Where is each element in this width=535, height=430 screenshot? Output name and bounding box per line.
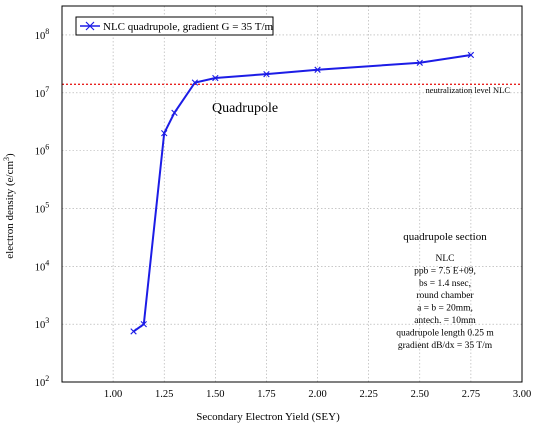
series-line-nlc-quadrupole — [133, 54, 472, 333]
parameter-line: quadrupole length 0.25 m — [396, 328, 494, 338]
y-tick-base: 10 — [35, 378, 46, 389]
quadrupole-label: Quadrupole — [212, 101, 278, 116]
y-tick-label: 103 — [35, 316, 50, 331]
x-tick-labels: 1.00 1.25 1.50 1.75 2.00 2.25 2.50 2.75 3.00 — [104, 389, 531, 400]
series-marker — [314, 66, 321, 73]
legend-swatch-marker — [85, 21, 95, 31]
x-tick-label: 2.00 — [308, 389, 326, 400]
legend-box — [75, 16, 274, 36]
y-tick-exponent: 7 — [45, 85, 49, 94]
series-marker — [161, 130, 168, 137]
series-marker — [212, 74, 219, 82]
x-tick-label: 1.50 — [206, 389, 224, 400]
x-tick-label: 1.25 — [155, 389, 173, 400]
y-tick-exponent: 5 — [45, 200, 49, 209]
x-tick-label: 3.00 — [513, 389, 531, 400]
series-marker — [171, 109, 178, 117]
series-marker — [140, 320, 147, 328]
y-tick-exponent: 8 — [45, 27, 49, 36]
y-tick-base: 10 — [35, 204, 46, 215]
x-tick-label: 1.75 — [257, 389, 275, 400]
y-tick-base: 10 — [35, 31, 46, 42]
x-tick-label: 1.00 — [104, 389, 122, 400]
y-tick-base: 10 — [35, 89, 46, 100]
y-tick-label: 104 — [35, 258, 50, 273]
x-tick-label: 2.50 — [411, 389, 429, 400]
parameter-line: antech. = 10mm — [414, 316, 476, 326]
plot-frame — [61, 5, 523, 383]
parameter-line: round chamber — [416, 291, 474, 301]
x-tick-label: 2.75 — [462, 389, 480, 400]
y-axis-title: electron density (e/cm3) — [2, 153, 16, 259]
parameter-line: gradient dB/dx = 35 T/m — [398, 341, 493, 351]
y-tick-base: 10 — [35, 147, 46, 158]
parameter-line: ppb = 7.5 E+09, — [414, 266, 476, 276]
y-axis-title-exponent: 3 — [2, 157, 11, 161]
y-tick-exponent: 6 — [45, 143, 49, 152]
y-tick-exponent: 4 — [45, 258, 49, 267]
parameter-block: NLC ppb = 7.5 E+09, bs = 1.4 nsec, round ch… — [396, 254, 494, 351]
y-axis-title-close: ) — [4, 153, 16, 157]
marker-layer — [130, 51, 475, 335]
series-marker — [191, 79, 199, 86]
y-tick-exponent: 2 — [45, 374, 49, 383]
y-tick-label: 108 — [35, 27, 50, 42]
series-marker — [263, 70, 270, 78]
y-tick-label: 105 — [35, 200, 50, 215]
x-axis-title: Secondary Electron Yield (SEY) — [196, 411, 340, 423]
series-marker — [467, 51, 475, 59]
series-marker — [130, 328, 137, 335]
y-tick-label: 102 — [35, 374, 50, 389]
section-title: quadrupole section — [403, 231, 487, 243]
legend-series-label: NLC quadrupole, gradient G = 35 T/m — [103, 21, 273, 33]
series-marker — [416, 59, 423, 66]
y-tick-label: 107 — [35, 85, 50, 100]
parameter-line: a = b = 20mm, — [417, 304, 473, 314]
y-axis-title-main: electron density (e/cm — [4, 161, 16, 259]
y-tick-exponent: 3 — [45, 316, 49, 325]
parameter-line: NLC — [436, 254, 455, 264]
parameter-line: bs = 1.4 nsec, — [419, 279, 471, 289]
x-tick-label: 2.25 — [359, 389, 377, 400]
y-tick-label: 106 — [35, 143, 50, 158]
y-tick-base: 10 — [35, 262, 46, 273]
neutralization-level-label: neutralization level NLC — [426, 85, 511, 95]
chart-legend: NLC quadrupole, gradient G = 35 T/m — [75, 16, 274, 36]
y-tick-base: 10 — [35, 320, 46, 331]
